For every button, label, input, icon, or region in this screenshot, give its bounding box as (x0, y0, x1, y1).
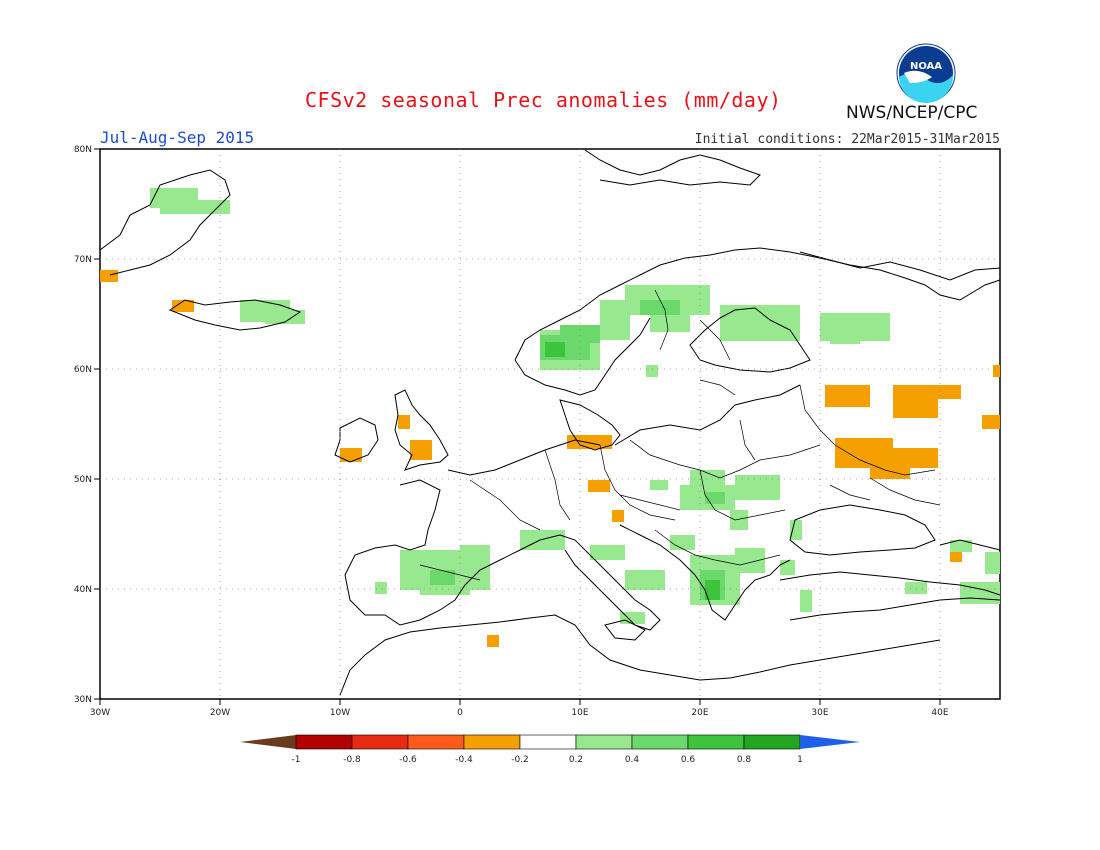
x-tick-label: 20E (691, 708, 708, 718)
colorbar-label: 0.4 (625, 755, 640, 765)
colorbar-segment (295, 734, 353, 750)
y-tick-label: 40N (74, 585, 92, 595)
colorbar-label: -1 (292, 755, 301, 765)
y-tick-label: 80N (74, 145, 92, 155)
colorbar: -1 -0.8 -0.6 -0.4 -0.2 0.2 0.4 0.6 0.8 1 (240, 734, 860, 765)
colorbar-segment (631, 734, 689, 750)
map-frame (99, 148, 1001, 700)
colorbar-label: -0.8 (343, 755, 361, 765)
colorbar-label: 0.2 (569, 755, 583, 765)
x-tick-label: 10E (571, 708, 588, 718)
colorbar-label: 0.8 (737, 755, 752, 765)
colorbar-low-arrow (240, 735, 296, 749)
x-tick-label: 10W (330, 708, 350, 718)
colorbar-label: -0.2 (511, 755, 529, 765)
x-tick-label: 30W (90, 708, 110, 718)
y-tick-label: 70N (74, 255, 92, 265)
colorbar-label: 0.6 (681, 755, 696, 765)
noaa-logo-text: NOAA (910, 61, 942, 72)
axis-ticks (94, 148, 941, 705)
colorbar-segment (407, 734, 465, 750)
season-label: Jul-Aug-Sep 2015 (100, 128, 255, 147)
x-axis-labels: 30W 20W 10W 0 10E 20E 30E 40E (90, 708, 949, 718)
colorbar-segment (519, 734, 577, 750)
x-tick-label: 30E (811, 708, 828, 718)
coastlines (99, 149, 1001, 696)
country-borders (419, 289, 941, 581)
y-axis-labels: 30N 40N 50N 60N 70N 80N (74, 145, 92, 705)
colorbar-segment (687, 734, 745, 750)
map-title: CFSv2 seasonal Prec anomalies (mm/day) (305, 88, 782, 112)
colorbar-label: 1 (797, 755, 803, 765)
y-tick-label: 50N (74, 475, 92, 485)
colorbar-label: -0.4 (455, 755, 473, 765)
agency-label: NWS/NCEP/CPC (846, 103, 978, 123)
x-tick-label: 20W (210, 708, 230, 718)
colorbar-segment (463, 734, 521, 750)
graticule (100, 149, 1000, 699)
colorbar-label: -0.6 (399, 755, 417, 765)
x-tick-label: 40E (931, 708, 948, 718)
initial-conditions-label: Initial conditions: 22Mar2015-31Mar2015 (694, 132, 1000, 147)
colorbar-segment (743, 734, 801, 750)
colorbar-high-arrow (800, 735, 860, 749)
colorbar-segment (351, 734, 409, 750)
positive-anomaly-peak-cells (545, 342, 720, 600)
y-tick-label: 30N (74, 695, 92, 705)
y-tick-label: 60N (74, 365, 92, 375)
x-tick-label: 0 (457, 708, 463, 718)
noaa-logo: NOAA (896, 43, 956, 103)
colorbar-segment (575, 734, 633, 750)
negative-anomaly-cells (100, 270, 1000, 647)
